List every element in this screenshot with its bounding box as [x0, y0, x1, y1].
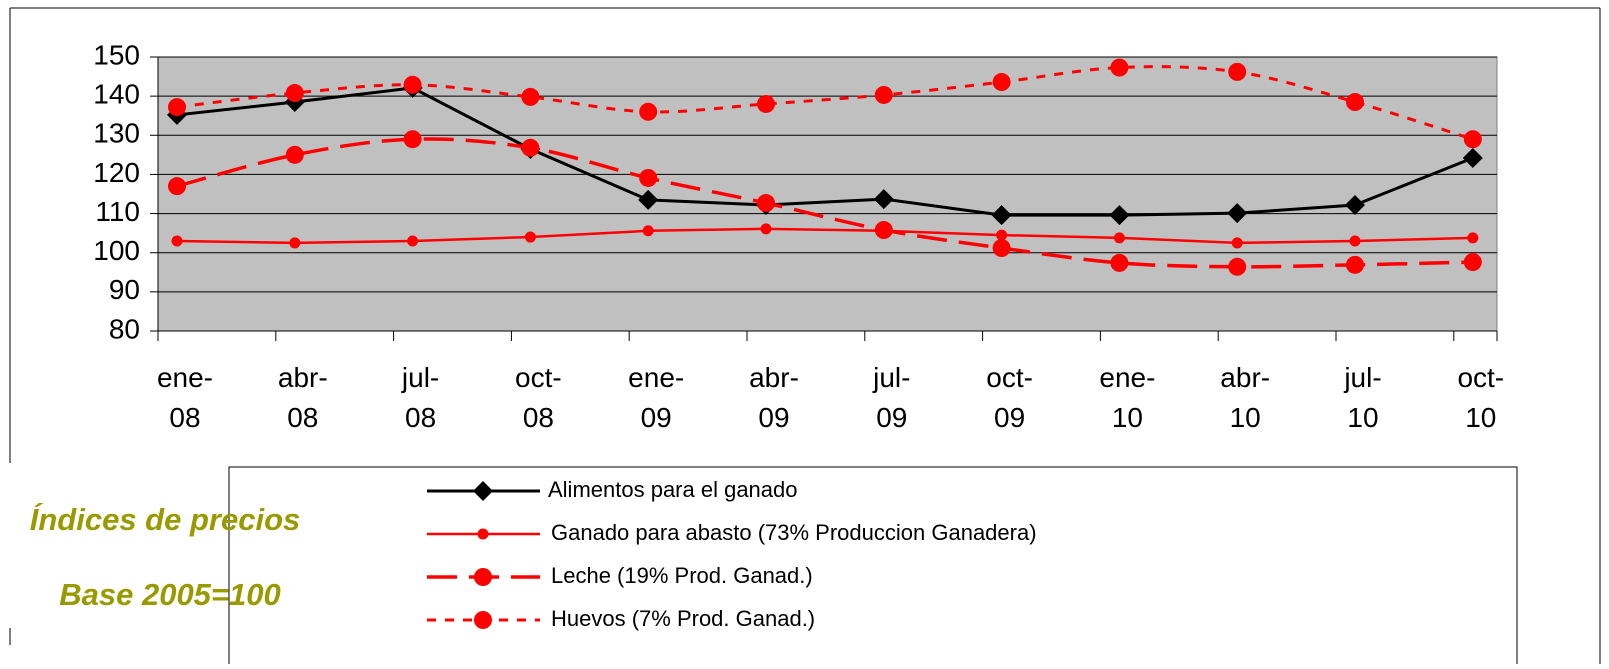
data-point — [403, 75, 422, 94]
data-point — [1349, 235, 1361, 247]
legend-label: Leche (19% Prod. Ganad.) — [551, 563, 813, 588]
legend-marker — [474, 611, 492, 629]
data-point — [171, 235, 183, 247]
legend-marker — [474, 568, 492, 586]
data-point — [521, 138, 540, 157]
x-tick-label: oct-08 — [515, 362, 562, 433]
series-line — [176, 227, 1473, 245]
data-point — [168, 177, 186, 196]
y-tick-label: 90 — [109, 274, 140, 305]
y-tick-label: 80 — [109, 313, 140, 344]
y-tick-label: 140 — [93, 79, 140, 110]
legend-label: Ganado para abasto (73% Produccion Ganad… — [551, 520, 1037, 545]
legend — [228, 466, 1518, 669]
data-point — [1345, 194, 1365, 215]
data-point — [991, 205, 1012, 226]
data-point — [638, 189, 659, 210]
data-point — [874, 85, 893, 104]
data-point — [1109, 205, 1130, 226]
plot-area — [157, 56, 1498, 332]
data-point — [1227, 203, 1248, 224]
data-point — [757, 94, 775, 113]
x-tick-label: abr-09 — [749, 362, 799, 433]
legend-label: Alimentos para el ganado — [548, 477, 798, 502]
data-point — [642, 225, 654, 237]
data-point — [521, 87, 540, 106]
data-point — [1463, 130, 1482, 149]
annotation: Base 2005=100 — [59, 577, 281, 612]
data-point — [1110, 58, 1129, 77]
data-point — [1346, 255, 1364, 274]
x-tick-label: jul-08 — [401, 362, 439, 433]
x-tick-label: jul-09 — [872, 362, 910, 433]
data-point — [168, 98, 186, 117]
data-point — [285, 84, 304, 103]
data-point — [407, 235, 419, 247]
data-point — [524, 231, 536, 243]
data-point — [1346, 93, 1364, 112]
y-tick-label: 100 — [93, 235, 140, 266]
x-tick-label: jul-10 — [1343, 362, 1381, 433]
data-point — [873, 189, 894, 210]
x-tick-label: oct-09 — [986, 362, 1033, 433]
data-point — [757, 194, 775, 213]
y-tick-label: 150 — [93, 39, 140, 70]
y-tick-label: 110 — [95, 196, 140, 227]
data-point — [403, 130, 422, 149]
legend-label: Huevos (7% Prod. Ganad.) — [551, 606, 815, 631]
data-point — [1228, 257, 1247, 276]
data-point — [874, 221, 893, 240]
annotation: Índices de precios — [30, 502, 301, 537]
x-tick-label: abr-10 — [1220, 362, 1270, 433]
data-point — [992, 73, 1011, 92]
x-tick-label: oct-10 — [1457, 362, 1504, 433]
data-point — [1463, 253, 1482, 272]
series-line — [176, 86, 1474, 217]
data-point — [639, 102, 658, 121]
legend-marker — [473, 481, 493, 501]
data-point — [1231, 237, 1243, 249]
data-point — [639, 168, 658, 187]
data-point — [1228, 62, 1247, 81]
data-point — [992, 239, 1011, 258]
x-tick-label: ene-09 — [628, 362, 684, 433]
x-tick-label: abr-08 — [278, 362, 328, 433]
legend-marker — [477, 528, 489, 540]
data-point — [289, 237, 301, 249]
y-tick-label: 120 — [93, 157, 140, 188]
data-point — [1113, 232, 1125, 244]
data-point — [760, 223, 772, 235]
data-point — [996, 229, 1008, 241]
x-tick-label: ene-08 — [157, 362, 213, 433]
data-point — [1467, 232, 1479, 244]
y-tick-label: 130 — [93, 118, 140, 149]
data-point — [285, 145, 304, 164]
data-point — [1110, 253, 1129, 272]
x-tick-label: ene-10 — [1099, 362, 1155, 433]
data-point — [1462, 147, 1483, 168]
series-line — [176, 137, 1473, 269]
